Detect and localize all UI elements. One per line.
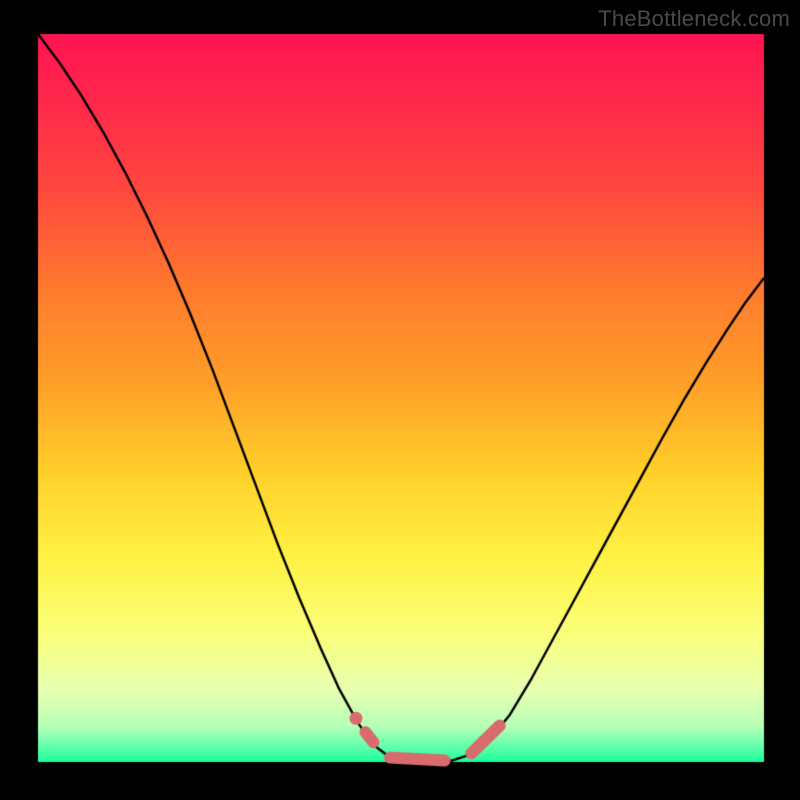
watermark-text: TheBottleneck.com	[598, 6, 790, 32]
chart-stage: TheBottleneck.com	[0, 0, 800, 800]
chart-canvas	[0, 0, 800, 800]
